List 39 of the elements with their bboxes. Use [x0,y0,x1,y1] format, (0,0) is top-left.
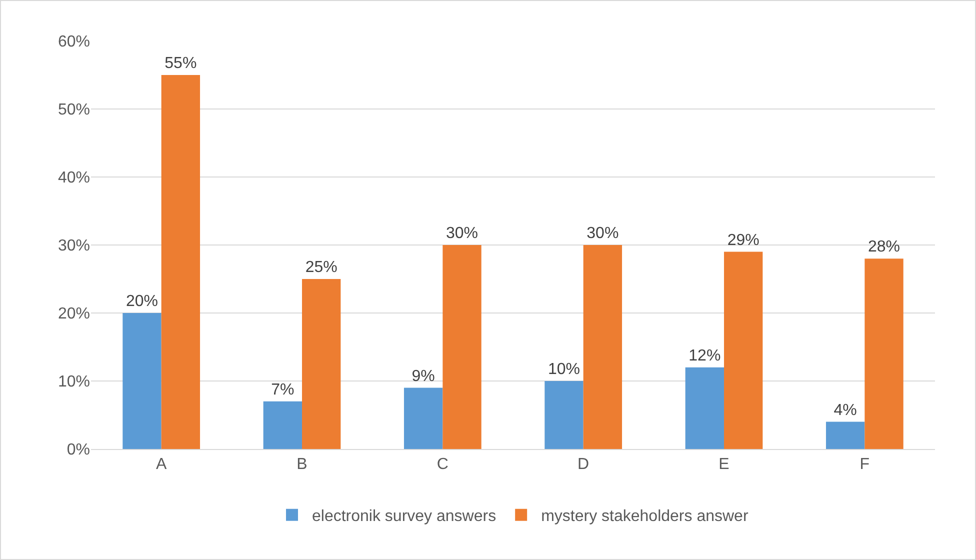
data-label: 9% [412,368,435,385]
bar [826,422,865,449]
x-tick-label: D [578,456,590,474]
x-tick-label: C [436,456,448,474]
legend-label: mystery stakeholders answer [541,508,749,526]
y-tick-label: 10% [58,374,90,391]
bar [864,258,904,449]
data-label: 55% [164,55,197,72]
bar [302,279,341,449]
y-tick-label: 50% [58,102,90,119]
y-tick-label: 60% [58,34,90,51]
legend-label: electronik survey answers [312,508,496,526]
bar [161,75,200,449]
bar [724,252,763,449]
bar [583,245,622,449]
bar [263,401,302,449]
x-tick-label: B [296,456,308,474]
data-label: 29% [727,232,760,249]
data-label: 25% [305,259,338,276]
bar [122,313,162,449]
data-label: 30% [586,225,619,242]
bar [544,381,584,449]
y-tick-label: 30% [58,238,90,255]
x-tick-label: F [860,456,870,474]
y-tick-label: 20% [58,306,90,323]
x-tick-label: A [156,456,167,474]
y-tick-label: 40% [58,170,90,187]
bar [442,245,482,449]
data-label: 12% [688,347,721,364]
data-label: 28% [868,238,900,256]
data-label: 7% [271,381,294,398]
data-label: 30% [446,225,478,242]
bar [685,367,724,449]
data-label: 20% [126,293,158,310]
bar [404,388,443,449]
x-tick-label: E [718,456,730,474]
data-label: 4% [834,402,857,419]
y-tick-label: 0% [66,442,90,459]
data-label: 10% [548,361,580,378]
